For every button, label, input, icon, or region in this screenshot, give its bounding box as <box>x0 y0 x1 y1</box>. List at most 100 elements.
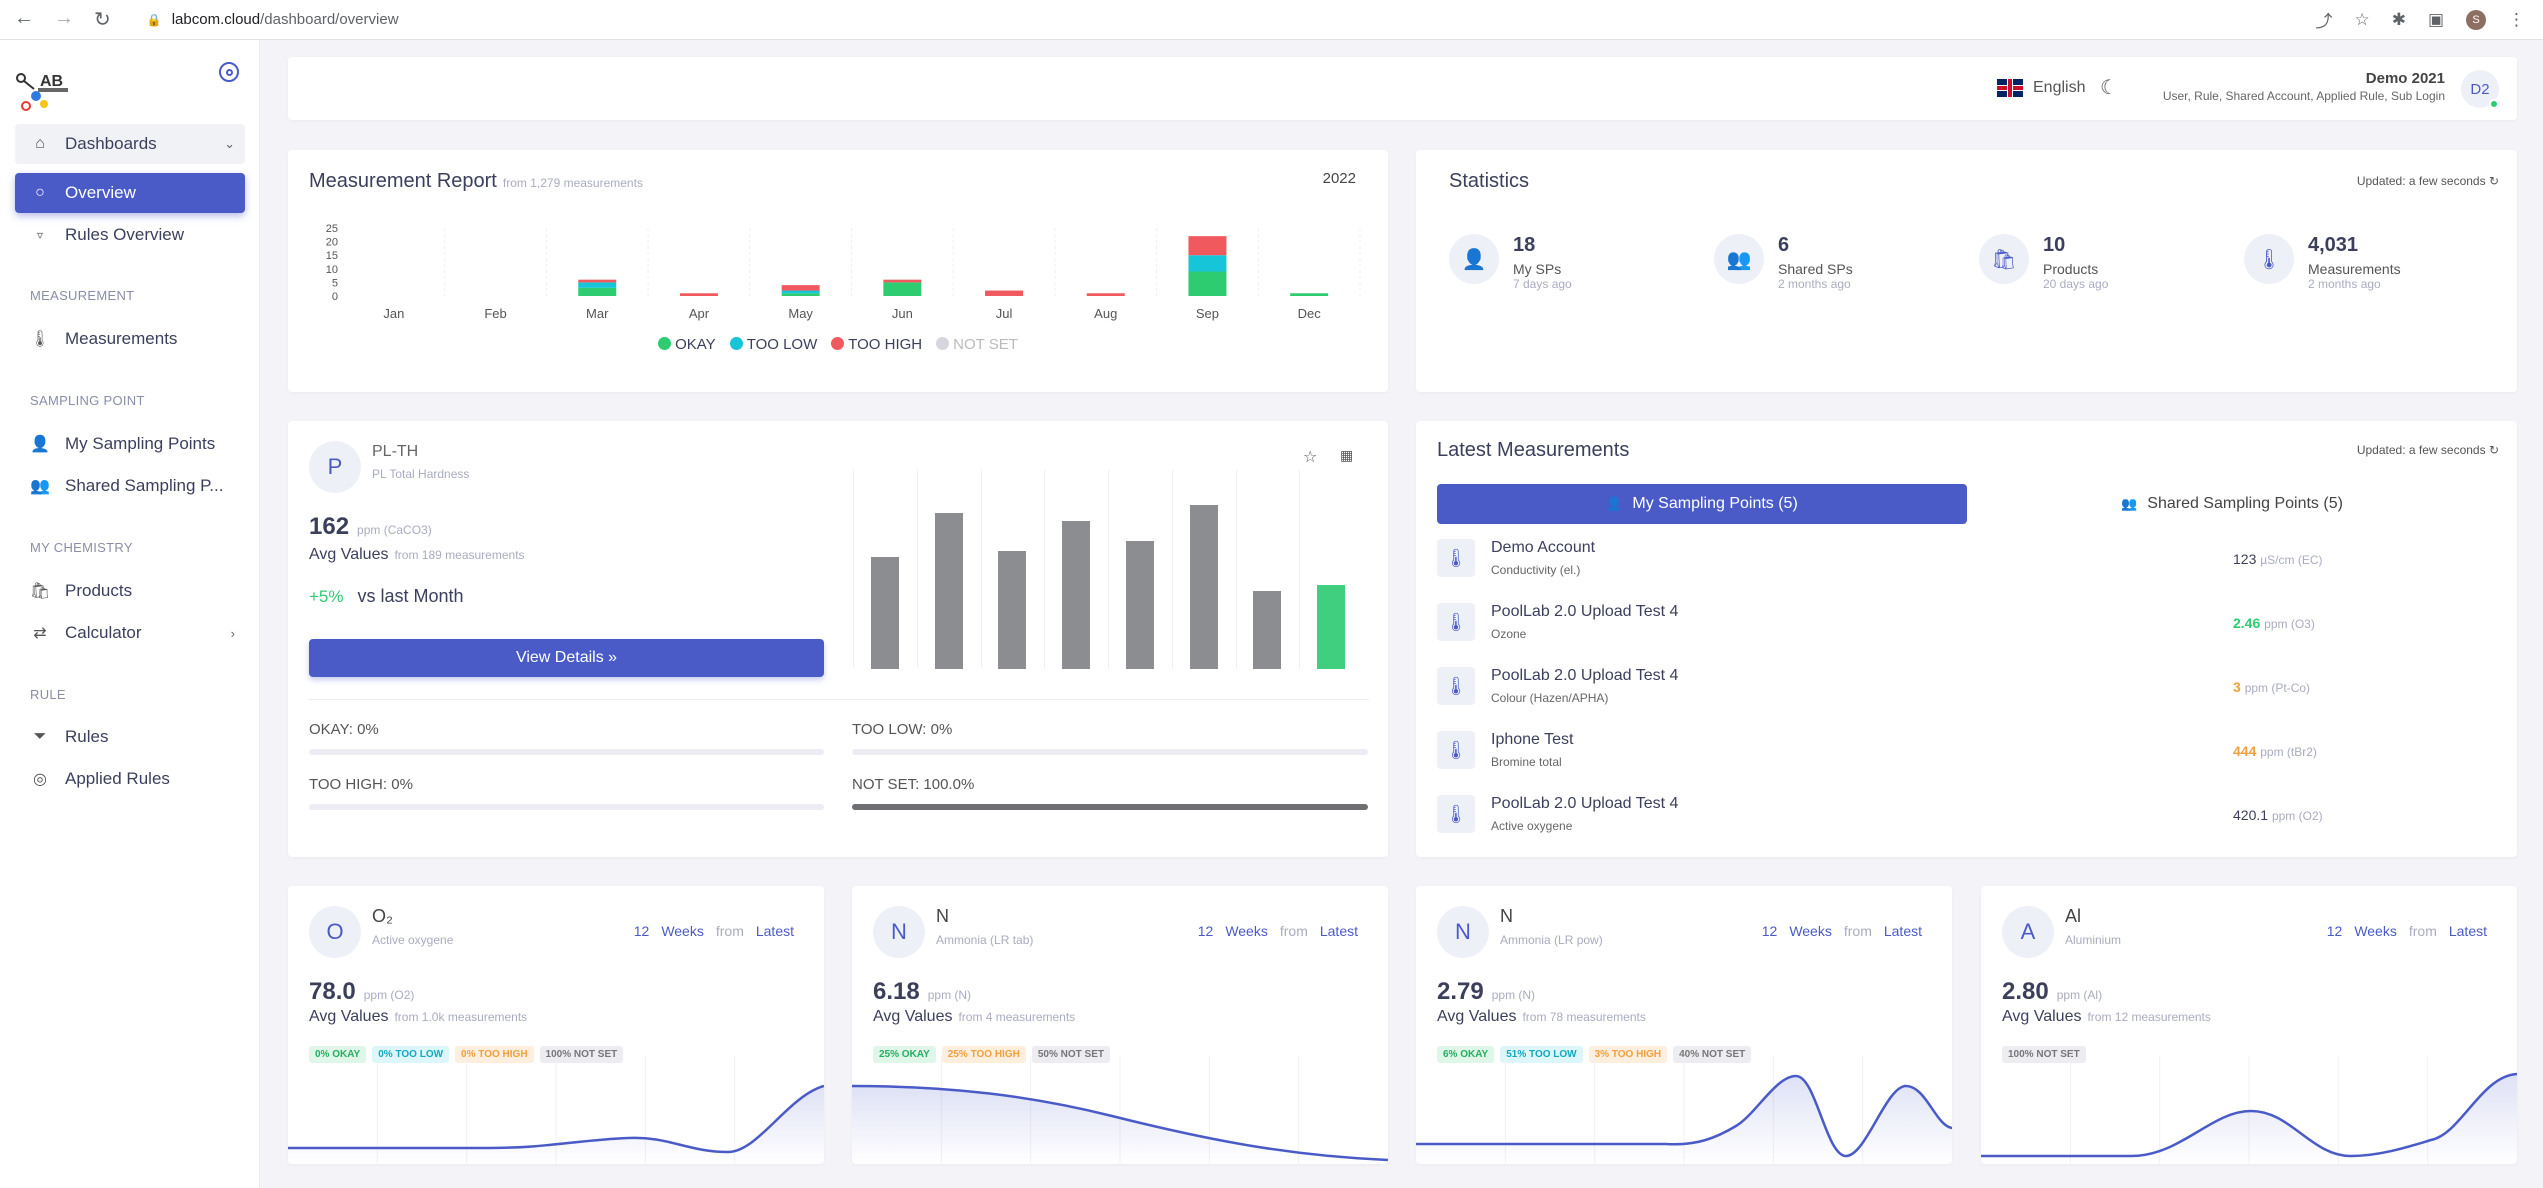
profile-avatar[interactable]: S <box>2466 9 2486 30</box>
bar-segment-too-low[interactable] <box>1188 255 1227 272</box>
share-icon[interactable]: ⤴ <box>2315 12 2333 31</box>
bar-segment-too-high[interactable] <box>883 279 922 283</box>
language-selector[interactable]: English <box>1997 79 2085 97</box>
circle-icon: ○ <box>35 184 45 201</box>
too-low-percent: TOO LOW: 0% <box>852 721 953 738</box>
chart-bar[interactable] <box>998 551 1027 669</box>
chart-bar[interactable] <box>1317 585 1346 669</box>
list-item[interactable]: 🌡 Demo Account Conductivity (el.) 123 µS… <box>1437 533 2495 587</box>
stat-my-sps[interactable]: 👤 18 My SPs 7 days ago <box>1449 234 1714 291</box>
sidebar-item-measurements[interactable]: 🌡 Measurements <box>15 319 245 359</box>
not-set-percent: NOT SET: 100.0% <box>852 776 975 793</box>
bar-segment-too-low[interactable] <box>781 290 820 294</box>
bar-segment-too-high[interactable] <box>1086 293 1125 296</box>
weeks-unit[interactable]: Weeks <box>2354 923 2397 939</box>
sidebar-item-dashboards[interactable]: ⌂ Dashboards ⌄ <box>15 124 245 164</box>
reload-icon[interactable]: ↻ <box>94 9 111 31</box>
bar-segment-okay[interactable] <box>1290 293 1329 296</box>
chart-bar[interactable] <box>1125 541 1154 669</box>
labcom-logo: AB <box>16 73 68 111</box>
report-year-selector[interactable]: 2022 <box>1322 170 1356 187</box>
chart-bar[interactable] <box>934 513 963 669</box>
bookmark-star-icon[interactable]: ☆ <box>2354 9 2370 29</box>
parameter-card[interactable]: O O₂ Active oxygene 12 Weeks from Latest… <box>288 886 824 1164</box>
grid-line <box>916 469 918 669</box>
too-high-percent: TOO HIGH: 0% <box>309 776 413 793</box>
latest-link[interactable]: Latest <box>1883 923 1922 939</box>
latest-link[interactable]: Latest <box>2448 923 2487 939</box>
address-bar[interactable]: 🔒 labcom.cloud/dashboard/overview <box>147 11 399 28</box>
statistics-updated: Updated: a few seconds ↻ <box>2356 174 2499 188</box>
weeks-count[interactable]: 12 <box>1761 923 1778 939</box>
back-icon[interactable]: ← <box>14 7 34 29</box>
weeks-unit[interactable]: Weeks <box>1225 923 1268 939</box>
sidepanel-icon[interactable]: ▣ <box>2427 9 2444 29</box>
bar-segment-too-low[interactable] <box>578 282 617 288</box>
sidebar-item-overview[interactable]: ○ Overview <box>15 173 245 213</box>
latest-link[interactable]: Latest <box>1319 923 1358 939</box>
parameter-card[interactable]: N N Ammonia (LR pow) 12 Weeks from Lates… <box>1416 886 1952 1164</box>
sidebar-item-products[interactable]: 🛍 Products <box>15 571 245 611</box>
chart-bar[interactable] <box>1062 521 1091 669</box>
stat-shared-sps[interactable]: 👥 6 Shared SPs 2 months ago <box>1714 234 1979 291</box>
user-avatar[interactable]: D2 <box>2461 70 2499 108</box>
extensions-icon[interactable]: ✱ <box>2391 9 2406 29</box>
tab-my-sampling-points[interactable]: 👤 My Sampling Points (5) <box>1437 484 1967 524</box>
latest-link[interactable]: Latest <box>755 923 794 939</box>
weeks-count[interactable]: 12 <box>2326 923 2343 939</box>
grid-line <box>1299 469 1301 669</box>
refresh-icon[interactable]: ↻ <box>2488 443 2499 457</box>
tab-shared-sampling-points[interactable]: 👥 Shared Sampling Points (5) <box>2121 495 2343 512</box>
sidebar-item-rules-overview[interactable]: ▿ Rules Overview <box>15 215 245 255</box>
bar-segment-okay[interactable] <box>578 287 617 296</box>
parameter-card[interactable]: N N Ammonia (LR tab) 12 Weeks from Lates… <box>852 886 1388 1164</box>
weeks-count[interactable]: 12 <box>633 923 650 939</box>
bar-segment-too-high[interactable] <box>578 279 617 283</box>
menu-dots-icon[interactable]: ⋮ <box>2508 9 2525 29</box>
shopping-bag-icon: 🛍 <box>29 583 51 600</box>
sidebar-toggle-button[interactable] <box>219 62 239 82</box>
sidebar-item-calculator[interactable]: ⇄ Calculator › <box>15 613 245 653</box>
bar-segment-okay[interactable] <box>1188 271 1227 296</box>
y-tick-label: 20 <box>326 237 338 249</box>
stat-measurements[interactable]: 🌡 4,031 Measurements 2 months ago <box>2244 234 2509 291</box>
list-item[interactable]: 🌡 Iphone Test Bromine total 444 ppm (tBr… <box>1437 725 2495 779</box>
weeks-unit[interactable]: Weeks <box>661 923 704 939</box>
sidebar-item-my-sampling-points[interactable]: 👤 My Sampling Points <box>15 424 245 464</box>
avg-from: from 1.0k measurements <box>394 1010 528 1024</box>
bar-segment-too-high[interactable] <box>781 285 820 291</box>
parameter-card[interactable]: A Al Aluminium 12 Weeks from Latest 2.80… <box>1981 886 2517 1164</box>
list-item[interactable]: 🌡 PoolLab 2.0 Upload Test 4 Colour (Haze… <box>1437 661 2495 715</box>
weeks-count[interactable]: 12 <box>1197 923 1214 939</box>
legend-too-low[interactable]: TOO LOW <box>729 336 817 353</box>
sidebar-item-applied-rules[interactable]: ◎ Applied Rules <box>15 759 245 799</box>
chart-bar[interactable] <box>1253 591 1282 669</box>
filter-icon: ⏷ <box>33 728 47 745</box>
forward-icon[interactable]: → <box>54 7 74 29</box>
calendar-icon[interactable]: ▦ <box>1340 447 1354 463</box>
chart-bar[interactable] <box>870 557 899 669</box>
list-item[interactable]: 🌡 PoolLab 2.0 Upload Test 4 Active oxyge… <box>1437 789 2495 843</box>
bar-segment-okay[interactable] <box>883 282 922 296</box>
stat-products[interactable]: 🛍 10 Products 20 days ago <box>1979 234 2244 291</box>
weeks-unit[interactable]: Weeks <box>1789 923 1832 939</box>
refresh-icon[interactable]: ↻ <box>2488 174 2499 188</box>
weeks-from: from <box>1279 923 1308 939</box>
sidebar-item-shared-sampling-points[interactable]: 👥 Shared Sampling P... <box>15 466 245 506</box>
status-badges: 6% OKAY 51% TOO LOW 3% TOO HIGH 40% NOT SET <box>1437 1044 1757 1063</box>
legend-too-high[interactable]: TOO HIGH <box>831 336 922 353</box>
chart-bar[interactable] <box>1189 505 1218 669</box>
bar-segment-too-high[interactable] <box>679 293 718 296</box>
avg-value: 2.80 <box>2002 978 2049 1005</box>
sidebar-item-rules[interactable]: ⏷ Rules <box>15 717 245 757</box>
view-details-button[interactable]: View Details » <box>309 639 824 677</box>
legend-not-set[interactable]: NOT SET <box>936 336 1018 353</box>
bar-segment-too-high[interactable] <box>985 290 1024 296</box>
list-item[interactable]: 🌡 PoolLab 2.0 Upload Test 4 Ozone 2.46 p… <box>1437 597 2495 651</box>
legend-okay[interactable]: OKAY <box>658 336 716 353</box>
star-icon[interactable]: ☆ <box>1303 449 1318 466</box>
bar-segment-too-high[interactable] <box>1188 236 1227 256</box>
bar-segment-okay[interactable] <box>781 293 820 296</box>
moon-icon[interactable]: ☾ <box>2100 77 2118 99</box>
